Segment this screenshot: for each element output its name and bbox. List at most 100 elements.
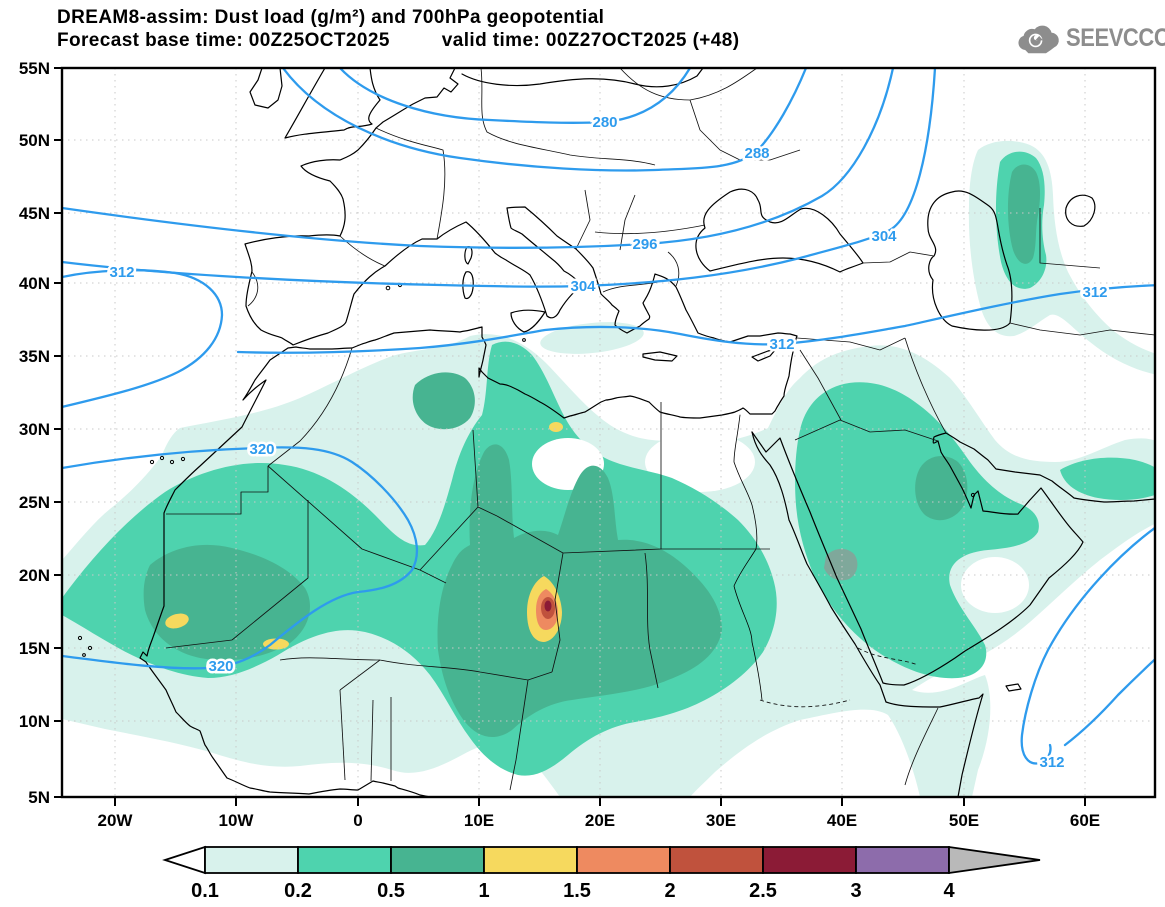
colorbar-label: 2 bbox=[664, 880, 675, 902]
lon-tick-label: 60E bbox=[1070, 811, 1100, 830]
geopotential-contours bbox=[62, 68, 1155, 765]
contour-296 bbox=[62, 68, 895, 249]
contour-320 bbox=[62, 446, 419, 670]
colorbar-cell bbox=[669, 846, 764, 874]
colorbar-cell bbox=[297, 846, 392, 874]
lon-tick-label: 20W bbox=[98, 811, 134, 830]
colorbar-cell bbox=[483, 846, 578, 874]
lat-axis-labels: 55N 50N 45N 40N 35N 30N 25N 20N 15N 10N … bbox=[19, 59, 50, 807]
logo-text: SEEVCCC bbox=[1066, 23, 1165, 52]
lat-tick-label: 30N bbox=[19, 420, 50, 439]
colorbar-labels: 0.1 0.2 0.5 1 1.5 2 2.5 3 4 bbox=[191, 880, 955, 902]
colorbar-label: 1 bbox=[478, 880, 489, 902]
colorbar-label: 0.5 bbox=[377, 880, 405, 902]
dust-area-0p1-greece bbox=[540, 322, 644, 354]
dust-area-0p2-iran bbox=[1060, 457, 1155, 500]
colorbar: 0.1 0.2 0.5 1 1.5 2 2.5 3 4 bbox=[162, 845, 1041, 902]
forecast-base-time: Forecast base time: 00Z25OCT2025 bbox=[57, 30, 390, 51]
lat-tick-label: 20N bbox=[19, 566, 50, 585]
lat-tick-label: 25N bbox=[19, 493, 50, 512]
coast-england bbox=[284, 68, 381, 139]
colorbar-over-arrow bbox=[948, 845, 1041, 875]
contour-label: 312 bbox=[769, 336, 794, 353]
coast-europe-africa bbox=[139, 68, 798, 797]
map-frame bbox=[60, 66, 1157, 799]
contour-labels: 280 288 296 304 304 312 312 312 312 320 … bbox=[107, 112, 1110, 774]
coast-ireland bbox=[249, 68, 283, 109]
contour-label: 312 bbox=[109, 264, 134, 281]
contour-312-east bbox=[236, 284, 1155, 354]
lon-tick-label: 20E bbox=[585, 811, 615, 830]
cloud-logo-icon bbox=[1018, 25, 1059, 54]
lon-tick-label: 10E bbox=[464, 811, 494, 830]
colorbar-label: 0.2 bbox=[284, 880, 312, 902]
coast-arabia bbox=[751, 431, 1155, 686]
colorbar-cell bbox=[390, 846, 485, 874]
colorbar-label: 1.5 bbox=[563, 880, 591, 902]
lat-tick-label: 45N bbox=[19, 204, 50, 223]
dust-area-0p5-caspian bbox=[1007, 164, 1041, 264]
lon-tick-label: 30E bbox=[706, 811, 736, 830]
contour-312-west-trough bbox=[62, 269, 224, 409]
lon-axis-labels: 20W 10W 0 10E 20E 30E 40E 50E 60E bbox=[98, 811, 1101, 830]
valid-time: valid time: 00Z27OCT2025 (+48) bbox=[441, 30, 740, 51]
contour-label: 304 bbox=[570, 278, 596, 295]
contour-280 bbox=[338, 68, 692, 124]
island-socotra bbox=[1005, 683, 1022, 692]
island-sardinia bbox=[462, 271, 474, 300]
colorbar-cell bbox=[204, 846, 299, 874]
dust-hotspot-2p5 bbox=[544, 600, 552, 612]
lon-tick-label: 40E bbox=[827, 811, 857, 830]
lon-tick-label: 0 bbox=[353, 811, 362, 830]
dust-spot-1-senegal bbox=[165, 613, 189, 629]
dust-area-0p5-asir bbox=[824, 548, 858, 581]
colorbar-under-arrow bbox=[162, 845, 206, 875]
dust-hole-egypt-1 bbox=[645, 432, 755, 492]
contour-312-southeast-a bbox=[1020, 526, 1155, 765]
dust-area-0p5-algeria bbox=[412, 372, 475, 430]
lat-tick-label: 15N bbox=[19, 639, 50, 658]
lat-tick-label: 35N bbox=[19, 347, 50, 366]
dust-area-0p5-saudi bbox=[915, 456, 968, 521]
contour-label: 280 bbox=[592, 114, 617, 131]
colorbar-cell bbox=[576, 846, 671, 874]
lat-tick-label: 5N bbox=[28, 788, 50, 807]
colorbar-cell bbox=[762, 846, 857, 874]
seevccc-logo: SEEVCCC bbox=[1014, 21, 1165, 55]
contour-label: 296 bbox=[632, 236, 657, 253]
contour-label: 320 bbox=[249, 441, 274, 458]
island-cyprus bbox=[751, 348, 777, 362]
colorbar-label: 4 bbox=[943, 880, 955, 902]
contour-312-southeast-b bbox=[1063, 657, 1155, 747]
contour-label: 288 bbox=[744, 145, 769, 162]
lat-tick-label: 55N bbox=[19, 59, 50, 78]
coast-baltic bbox=[461, 68, 704, 88]
coast-aral bbox=[1065, 194, 1096, 227]
colorbar-label: 0.1 bbox=[191, 880, 219, 902]
dust-area-0p5-westafrica bbox=[143, 544, 310, 661]
dust-area-0p5-chad-sudan bbox=[437, 444, 722, 737]
country-borders bbox=[165, 68, 1155, 791]
lat-tick-label: 40N bbox=[19, 274, 50, 293]
chart-subtitle: Forecast base time: 00Z25OCT2025 valid t… bbox=[57, 29, 739, 52]
island-corsica bbox=[464, 246, 473, 265]
contour-304 bbox=[62, 68, 937, 288]
contour-label: 312 bbox=[1082, 284, 1107, 301]
lon-tick-label: 50E bbox=[949, 811, 979, 830]
lon-tick-label: 10W bbox=[219, 811, 255, 830]
lat-tick-label: 10N bbox=[19, 712, 50, 731]
island-crete bbox=[642, 351, 678, 362]
coast-redsea-africa bbox=[751, 431, 984, 797]
contour-288 bbox=[281, 68, 808, 172]
dust-area-0p2-arabia bbox=[795, 382, 1039, 679]
axis-ticks bbox=[54, 67, 1086, 806]
coast-black-sea bbox=[695, 188, 864, 273]
dust-hole-rub-al-khali bbox=[961, 557, 1029, 613]
contour-label: 304 bbox=[871, 228, 897, 245]
graticule-grid bbox=[62, 68, 1155, 797]
chart-title: DREAM8-assim: Dust load (g/m²) and 700hP… bbox=[57, 7, 605, 28]
colorbar-cell bbox=[855, 846, 950, 874]
dust-spot-1-libya bbox=[549, 422, 563, 432]
